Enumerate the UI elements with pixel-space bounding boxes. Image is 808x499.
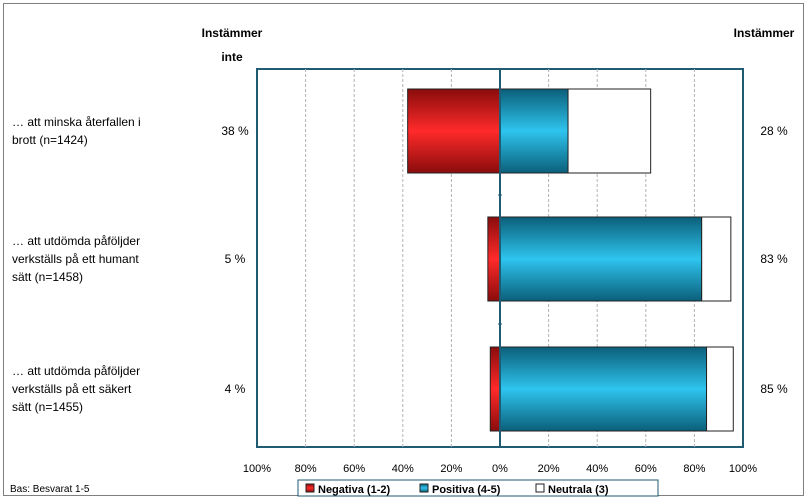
basis-note: Bas: Besvarat 1-5: [10, 484, 90, 495]
x-tick-label: 100%: [729, 463, 757, 475]
x-tick-label: 20%: [440, 463, 462, 475]
legend-label: Neutrala (3): [548, 484, 609, 496]
legend-label: Positiva (4-5): [432, 484, 501, 496]
bar-neutrala: [567, 88, 652, 174]
bar-positiva: [499, 216, 703, 302]
x-tick-label: 100%: [243, 463, 271, 475]
bar-neutrala: [701, 216, 732, 302]
bars: [407, 69, 734, 447]
value-label-positive: 85 %: [760, 382, 788, 396]
legend-swatch: [305, 483, 315, 493]
value-label-positive: 83 %: [760, 252, 788, 266]
category-label: sätt (n=1458): [12, 270, 83, 284]
bar-negativa: [489, 346, 501, 432]
bar-positiva: [499, 88, 569, 174]
value-label-negative: 5 %: [225, 252, 246, 266]
legend-box: [297, 479, 659, 497]
category-label: verkställs på ett humant: [12, 252, 139, 266]
bar-negativa: [487, 216, 501, 302]
legend-swatch: [419, 483, 429, 493]
value-label-positive: 28 %: [760, 124, 788, 138]
x-tick-label: 40%: [392, 463, 414, 475]
labels: Instämmer inte Instämmer … att minska återf…: [10, 26, 795, 495]
legend-label: Negativa (1-2): [318, 484, 390, 496]
category-label: … att minska återfallen i: [12, 115, 141, 129]
legend-swatch: [535, 483, 545, 493]
value-label-negative: 38 %: [221, 124, 249, 138]
category-label: … att utdömda påföljder: [12, 234, 140, 248]
category-label: … att utdömda påföljder: [12, 364, 140, 378]
x-tick-label: 80%: [295, 463, 317, 475]
bar-neutrala: [706, 346, 734, 432]
header-right: Instämmer: [734, 26, 795, 40]
x-tick-label: 60%: [635, 463, 657, 475]
bar-negativa: [407, 88, 501, 174]
legend: Negativa (1-2) Positiva (4-5) Neutrala (3): [297, 479, 659, 497]
x-tick-label: 80%: [683, 463, 705, 475]
category-label: sätt (n=1455): [12, 400, 83, 414]
header-left-line1: Instämmer: [202, 26, 263, 40]
x-tick-label: 0%: [492, 463, 508, 475]
category-label: verkställs på ett säkert: [12, 382, 132, 396]
bar-positiva: [499, 346, 708, 432]
header-left-line2: inte: [221, 50, 243, 64]
value-label-negative: 4 %: [225, 382, 246, 396]
x-tick-label: 60%: [343, 463, 365, 475]
x-tick-label: 40%: [586, 463, 608, 475]
x-tick-label: 20%: [538, 463, 560, 475]
category-label: brott (n=1424): [12, 133, 88, 147]
